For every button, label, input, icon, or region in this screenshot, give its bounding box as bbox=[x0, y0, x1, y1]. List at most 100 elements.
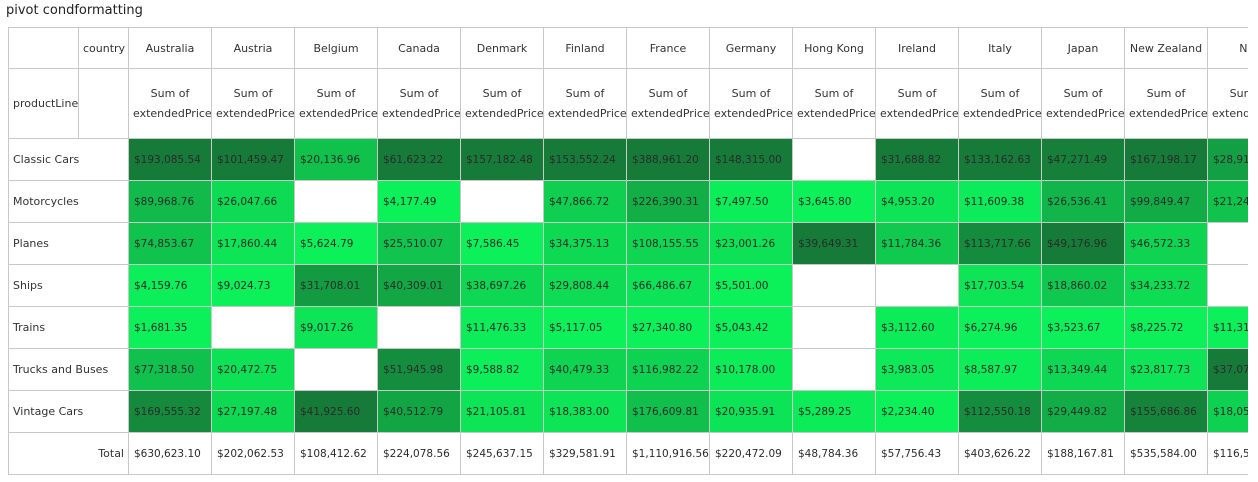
value-cell: $8,225.72 bbox=[1124, 306, 1208, 349]
value-cell: $3,523.67 bbox=[1041, 306, 1125, 349]
total-cell: $1,110,916.56 bbox=[626, 432, 710, 475]
value-cell: $193,085.54 bbox=[128, 138, 212, 181]
value-cell: $51,945.98 bbox=[377, 348, 461, 391]
total-cell: $48,784.36 bbox=[792, 432, 876, 475]
value-cell: $38,697.26 bbox=[460, 264, 544, 307]
value-cell: $5,501.00 bbox=[709, 264, 793, 307]
pivot-table: country Australia Austria Belgium Canada Denm… bbox=[8, 27, 1248, 475]
column-header: Hong Kong bbox=[792, 27, 876, 69]
value-cell: $5,043.42 bbox=[709, 306, 793, 349]
value-cell: $29,449.82 bbox=[1041, 390, 1125, 433]
corner-cell bbox=[8, 27, 79, 69]
value-cell: $9,024.73 bbox=[211, 264, 295, 307]
value-cell: $27,340.80 bbox=[626, 306, 710, 349]
value-cell: $23,817.73 bbox=[1124, 348, 1208, 391]
measure-header: Sum of extendedPrice bbox=[460, 68, 544, 139]
value-cell: $31,708.01 bbox=[294, 264, 378, 307]
value-cell: $112,550.18 bbox=[958, 390, 1042, 433]
column-header: Italy bbox=[958, 27, 1042, 69]
value-cell bbox=[294, 180, 378, 223]
corner-cell bbox=[78, 68, 129, 139]
total-cell: $108,412.62 bbox=[294, 432, 378, 475]
value-cell: $17,703.54 bbox=[958, 264, 1042, 307]
measure-header: Sum of extendedPrice bbox=[294, 68, 378, 139]
total-cell: $224,078.56 bbox=[377, 432, 461, 475]
total-cell: $116,59 bbox=[1207, 432, 1248, 475]
measure-header: Sum of extendedPrice bbox=[792, 68, 876, 139]
pivot-container: country Australia Austria Belgium Canada Denm… bbox=[8, 27, 1248, 477]
value-cell: $3,645.80 bbox=[792, 180, 876, 223]
value-cell bbox=[1207, 264, 1248, 307]
measure-header: Sum of extendedPrice bbox=[626, 68, 710, 139]
value-cell: $77,318.50 bbox=[128, 348, 212, 391]
row-label: Trains bbox=[8, 306, 129, 349]
value-cell: $11,476.33 bbox=[460, 306, 544, 349]
value-cell: $4,177.49 bbox=[377, 180, 461, 223]
value-cell: $1,681.35 bbox=[128, 306, 212, 349]
value-cell: $18,056 bbox=[1207, 390, 1248, 433]
value-cell: $18,860.02 bbox=[1041, 264, 1125, 307]
value-cell: $101,459.47 bbox=[211, 138, 295, 181]
value-cell: $3,112.60 bbox=[875, 306, 959, 349]
total-cell: $202,062.53 bbox=[211, 432, 295, 475]
value-cell: $47,866.72 bbox=[543, 180, 627, 223]
value-cell: $7,497.50 bbox=[709, 180, 793, 223]
measure-header: Sum of extendedPrice bbox=[709, 68, 793, 139]
measure-header: Sum of extendedPrice bbox=[875, 68, 959, 139]
measure-header: Sum of extendedPrice bbox=[377, 68, 461, 139]
value-cell bbox=[792, 306, 876, 349]
value-cell: $155,686.86 bbox=[1124, 390, 1208, 433]
value-cell: $2,234.40 bbox=[875, 390, 959, 433]
measure-header: Sum of extendedPrice bbox=[543, 68, 627, 139]
value-cell: $18,383.00 bbox=[543, 390, 627, 433]
value-cell: $4,159.76 bbox=[128, 264, 212, 307]
value-cell: $31,688.82 bbox=[875, 138, 959, 181]
total-cell: $57,756.43 bbox=[875, 432, 959, 475]
measure-header: Sum of extendedPrice bbox=[1207, 68, 1248, 139]
value-cell bbox=[792, 138, 876, 181]
value-cell: $5,117.05 bbox=[543, 306, 627, 349]
data-row: Trains $1,681.35 $9,017.26 $11,476.33 $5,117… bbox=[8, 306, 1248, 349]
data-row: Trucks and Buses $77,318.50 $20,472.75 $51,… bbox=[8, 348, 1248, 391]
value-cell: $21,105.81 bbox=[460, 390, 544, 433]
row-label: Ships bbox=[8, 264, 129, 307]
value-cell bbox=[460, 180, 544, 223]
value-cell: $108,155.55 bbox=[626, 222, 710, 265]
data-row: Planes $74,853.67 $17,860.44 $5,624.79 $25,5… bbox=[8, 222, 1248, 265]
value-cell: $39,649.31 bbox=[792, 222, 876, 265]
value-cell: $9,017.26 bbox=[294, 306, 378, 349]
total-cell: $403,626.22 bbox=[958, 432, 1042, 475]
column-header: Denmark bbox=[460, 27, 544, 69]
value-cell bbox=[875, 264, 959, 307]
measure-row: productLine Sum of extendedPrice Sum of ex… bbox=[8, 68, 1248, 139]
value-cell: $5,289.25 bbox=[792, 390, 876, 433]
column-header: Germany bbox=[709, 27, 793, 69]
total-cell: $188,167.81 bbox=[1041, 432, 1125, 475]
value-cell: $226,390.31 bbox=[626, 180, 710, 223]
value-cell: $40,309.01 bbox=[377, 264, 461, 307]
measure-header: Sum of extendedPrice bbox=[128, 68, 212, 139]
value-cell: $10,178.00 bbox=[709, 348, 793, 391]
value-cell: $157,182.48 bbox=[460, 138, 544, 181]
value-cell: $99,849.47 bbox=[1124, 180, 1208, 223]
value-cell: $17,860.44 bbox=[211, 222, 295, 265]
value-cell: $47,271.49 bbox=[1041, 138, 1125, 181]
measure-header: Sum of extendedPrice bbox=[211, 68, 295, 139]
column-header: Canada bbox=[377, 27, 461, 69]
row-field: productLine bbox=[8, 68, 79, 139]
value-cell: $61,623.22 bbox=[377, 138, 461, 181]
column-header: Ireland bbox=[875, 27, 959, 69]
value-cell: $167,198.17 bbox=[1124, 138, 1208, 181]
value-cell: $21,244 bbox=[1207, 180, 1248, 223]
data-row: Classic Cars $193,085.54 $101,459.47 $20,13… bbox=[8, 138, 1248, 181]
measure-header: Sum of extendedPrice bbox=[1041, 68, 1125, 139]
column-field: country bbox=[78, 27, 129, 69]
value-cell: $133,162.63 bbox=[958, 138, 1042, 181]
row-label: Trucks and Buses bbox=[8, 348, 129, 391]
value-cell: $148,315.00 bbox=[709, 138, 793, 181]
column-header: Austria bbox=[211, 27, 295, 69]
total-cell: $630,623.10 bbox=[128, 432, 212, 475]
column-header: Finland bbox=[543, 27, 627, 69]
value-cell: $6,274.96 bbox=[958, 306, 1042, 349]
